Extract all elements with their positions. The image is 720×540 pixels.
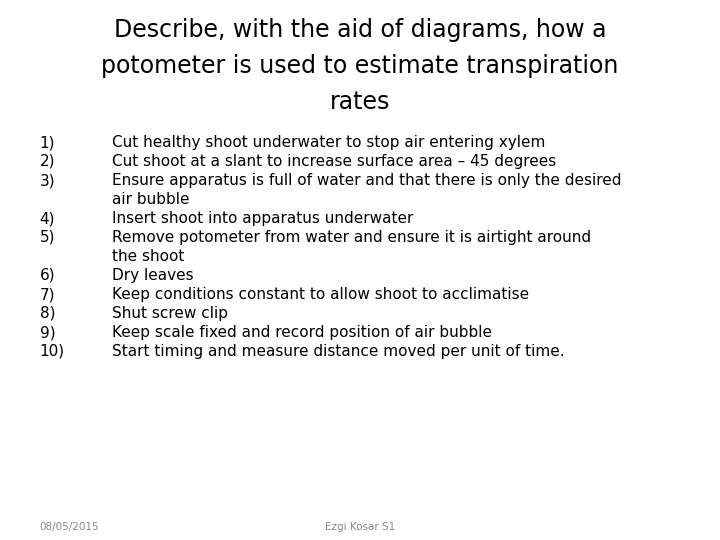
Text: Describe, with the aid of diagrams, how a: Describe, with the aid of diagrams, how …: [114, 18, 606, 42]
Text: potometer is used to estimate transpiration: potometer is used to estimate transpirat…: [102, 54, 618, 78]
Text: 9): 9): [40, 325, 55, 340]
Text: 5): 5): [40, 230, 55, 245]
Text: Start timing and measure distance moved per unit of time.: Start timing and measure distance moved …: [112, 344, 564, 359]
Text: air bubble: air bubble: [112, 192, 189, 207]
Text: Remove potometer from water and ensure it is airtight around: Remove potometer from water and ensure i…: [112, 230, 590, 245]
Text: 3): 3): [40, 173, 55, 188]
Text: the shoot: the shoot: [112, 249, 184, 264]
Text: 8): 8): [40, 306, 55, 321]
Text: 10): 10): [40, 344, 65, 359]
Text: Keep scale fixed and record position of air bubble: Keep scale fixed and record position of …: [112, 325, 492, 340]
Text: Keep conditions constant to allow shoot to acclimatise: Keep conditions constant to allow shoot …: [112, 287, 528, 302]
Text: 08/05/2015: 08/05/2015: [40, 522, 99, 532]
Text: Insert shoot into apparatus underwater: Insert shoot into apparatus underwater: [112, 211, 413, 226]
Text: 2): 2): [40, 154, 55, 169]
Text: 4): 4): [40, 211, 55, 226]
Text: 7): 7): [40, 287, 55, 302]
Text: rates: rates: [330, 90, 390, 114]
Text: Ezgi Kosar S1: Ezgi Kosar S1: [325, 522, 395, 532]
Text: Cut healthy shoot underwater to stop air entering xylem: Cut healthy shoot underwater to stop air…: [112, 135, 545, 150]
Text: 1): 1): [40, 135, 55, 150]
Text: Cut shoot at a slant to increase surface area – 45 degrees: Cut shoot at a slant to increase surface…: [112, 154, 556, 169]
Text: Dry leaves: Dry leaves: [112, 268, 193, 283]
Text: 6): 6): [40, 268, 55, 283]
Text: Shut screw clip: Shut screw clip: [112, 306, 228, 321]
Text: Ensure apparatus is full of water and that there is only the desired: Ensure apparatus is full of water and th…: [112, 173, 621, 188]
